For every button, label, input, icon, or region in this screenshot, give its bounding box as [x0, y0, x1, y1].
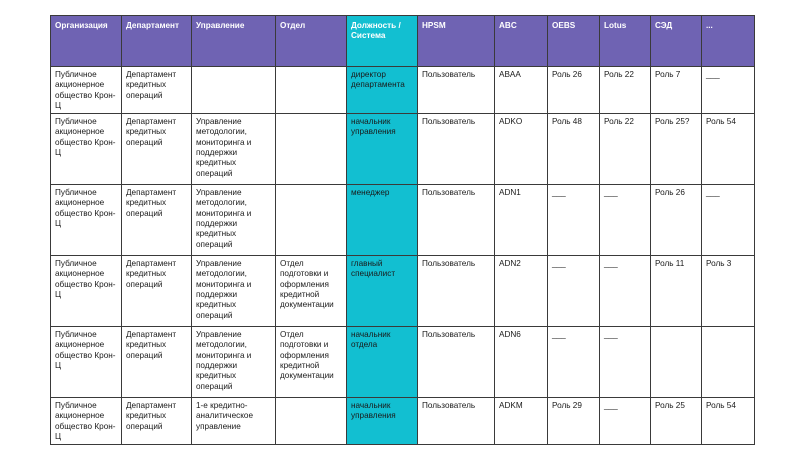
cell-organization: Публичное акционерное общество Крон-Ц — [50, 184, 122, 257]
cell-lotus: ___ — [599, 255, 651, 328]
cell-hpsm: Пользователь — [417, 326, 495, 399]
cell-department: Департамент кредитных операций — [121, 184, 192, 257]
cell-department: Департамент кредитных операций — [121, 397, 192, 446]
header-more: ... — [701, 15, 755, 67]
cell-abc: ADKM — [494, 397, 548, 446]
cell-division — [275, 65, 347, 115]
access-matrix-table: Организация Департамент Управление Отдел… — [50, 15, 755, 446]
cell-oebs: Роль 26 — [547, 65, 600, 115]
cell-more: Роль 54 — [701, 397, 755, 446]
cell-more: ___ — [701, 65, 755, 115]
cell-lotus: Роль 22 — [599, 65, 651, 115]
header-division: Отдел — [275, 15, 347, 67]
cell-position: менеджер — [346, 184, 418, 257]
cell-sed — [650, 326, 702, 399]
table-row: Публичное акционерное общество Крон-Ц Де… — [50, 113, 755, 186]
header-abc: ABC — [494, 15, 548, 67]
cell-lotus: ___ — [599, 184, 651, 257]
cell-sed: Роль 25? — [650, 113, 702, 186]
cell-abc: ADN1 — [494, 184, 548, 257]
cell-position: начальник управления — [346, 113, 418, 186]
cell-organization: Публичное акционерное общество Крон-Ц — [50, 113, 122, 186]
cell-organization: Публичное акционерное общество Крон-Ц — [50, 397, 122, 446]
cell-oebs: ___ — [547, 255, 600, 328]
header-oebs: OEBS — [547, 15, 600, 67]
cell-sed: Роль 11 — [650, 255, 702, 328]
cell-lotus: Роль 22 — [599, 113, 651, 186]
cell-oebs: ___ — [547, 184, 600, 257]
cell-lotus: ___ — [599, 326, 651, 399]
cell-department: Департамент кредитных операций — [121, 113, 192, 186]
cell-organization: Публичное акционерное общество Крон-Ц — [50, 255, 122, 328]
header-organization: Организация — [50, 15, 122, 67]
cell-hpsm: Пользователь — [417, 255, 495, 328]
cell-position: начальник управления — [346, 397, 418, 446]
cell-sed: Роль 26 — [650, 184, 702, 257]
cell-organization: Публичное акционерное общество Крон-Ц — [50, 65, 122, 115]
header-lotus: Lotus — [599, 15, 651, 67]
cell-directorate — [191, 65, 276, 115]
cell-position: начальник отдела — [346, 326, 418, 399]
cell-directorate: Управление методологии, мониторинга и по… — [191, 113, 276, 186]
cell-more: Роль 54 — [701, 113, 755, 186]
cell-abc: ADKO — [494, 113, 548, 186]
cell-hpsm: Пользователь — [417, 113, 495, 186]
cell-sed: Роль 25 — [650, 397, 702, 446]
header-department: Департамент — [121, 15, 192, 67]
header-row: Организация Департамент Управление Отдел… — [50, 15, 755, 67]
cell-department: Департамент кредитных операций — [121, 65, 192, 115]
cell-position: директор департамента — [346, 65, 418, 115]
cell-oebs: ___ — [547, 326, 600, 399]
cell-division: Отдел подготовки и оформления кредитной … — [275, 326, 347, 399]
cell-department: Департамент кредитных операций — [121, 326, 192, 399]
cell-abc: ADN6 — [494, 326, 548, 399]
cell-directorate: Управление методологии, мониторинга и по… — [191, 184, 276, 257]
cell-oebs: Роль 48 — [547, 113, 600, 186]
cell-division — [275, 113, 347, 186]
cell-more — [701, 326, 755, 399]
cell-hpsm: Пользователь — [417, 65, 495, 115]
table-row: Публичное акционерное общество Крон-Ц Де… — [50, 65, 755, 115]
cell-department: Департамент кредитных операций — [121, 255, 192, 328]
header-hpsm: HPSM — [417, 15, 495, 67]
cell-directorate: 1-е кредитно-аналитическое управление — [191, 397, 276, 446]
cell-organization: Публичное акционерное общество Крон-Ц — [50, 326, 122, 399]
header-directorate: Управление — [191, 15, 276, 67]
cell-directorate: Управление методологии, мониторинга и по… — [191, 255, 276, 328]
table-row: Публичное акционерное общество Крон-Ц Де… — [50, 326, 755, 399]
cell-more: ___ — [701, 184, 755, 257]
cell-division — [275, 184, 347, 257]
header-position-system: Должность / Система — [346, 15, 418, 67]
cell-hpsm: Пользователь — [417, 397, 495, 446]
cell-division: Отдел подготовки и оформления кредитной … — [275, 255, 347, 328]
cell-directorate: Управление методологии, мониторинга и по… — [191, 326, 276, 399]
header-sed: СЭД — [650, 15, 702, 67]
table-row: Публичное акционерное общество Крон-Ц Де… — [50, 397, 755, 446]
cell-sed: Роль 7 — [650, 65, 702, 115]
cell-lotus: ___ — [599, 397, 651, 446]
cell-position: главный специалист — [346, 255, 418, 328]
cell-abc: ADN2 — [494, 255, 548, 328]
table-row: Публичное акционерное общество Крон-Ц Де… — [50, 255, 755, 328]
cell-hpsm: Пользователь — [417, 184, 495, 257]
cell-oebs: Роль 29 — [547, 397, 600, 446]
cell-abc: ABAA — [494, 65, 548, 115]
cell-division — [275, 397, 347, 446]
cell-more: Роль 3 — [701, 255, 755, 328]
table-row: Публичное акционерное общество Крон-Ц Де… — [50, 184, 755, 257]
